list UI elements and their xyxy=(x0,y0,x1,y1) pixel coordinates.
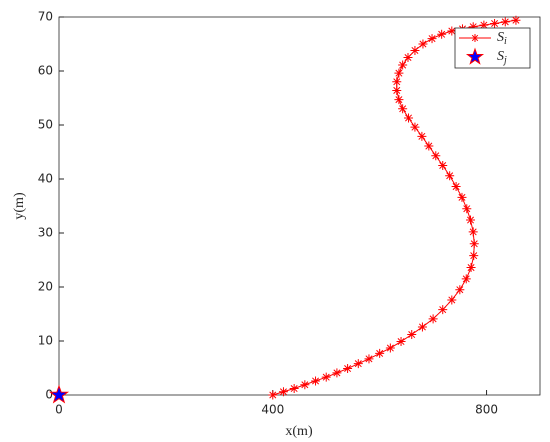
plot-box xyxy=(58,16,541,396)
legend-marker xyxy=(465,47,485,65)
point-marker xyxy=(447,295,457,305)
point-marker xyxy=(398,104,408,114)
point-marker xyxy=(311,376,321,386)
legend-marker xyxy=(471,34,479,42)
y-tick-label: 0 xyxy=(45,388,53,402)
legend-box xyxy=(454,27,531,69)
point-marker xyxy=(394,68,404,78)
point-marker xyxy=(404,113,414,123)
x-tick-label: 400 xyxy=(261,403,284,417)
point-marker xyxy=(479,20,489,30)
point-marker xyxy=(385,343,395,353)
x-axis-label: x(m) xyxy=(285,424,313,439)
point-marker xyxy=(48,384,70,404)
point-marker xyxy=(490,18,500,28)
point-marker xyxy=(427,34,437,44)
y-tick-label: 70 xyxy=(38,10,53,24)
point-marker xyxy=(445,171,455,181)
point-marker xyxy=(451,182,461,192)
point-marker xyxy=(392,85,402,95)
y-tick-label: 40 xyxy=(38,172,53,186)
point-marker xyxy=(511,15,521,25)
point-marker xyxy=(500,17,510,27)
point-marker xyxy=(428,314,438,324)
point-marker xyxy=(417,322,427,332)
point-marker xyxy=(447,26,457,36)
point-marker xyxy=(403,53,413,62)
y-tick-label: 30 xyxy=(38,226,53,240)
point-marker xyxy=(407,330,417,340)
point-marker xyxy=(289,384,299,394)
point-marker xyxy=(410,45,420,55)
point-marker xyxy=(300,380,310,390)
point-marker xyxy=(455,285,465,295)
legend-label: Si xyxy=(497,30,507,47)
point-marker xyxy=(410,122,420,132)
point-marker xyxy=(418,39,428,49)
legend-label: Sj xyxy=(497,49,507,66)
point-marker xyxy=(321,372,331,382)
point-marker xyxy=(364,354,374,364)
point-marker xyxy=(438,161,448,170)
point-marker xyxy=(468,227,478,237)
point-marker xyxy=(268,390,278,400)
y-tick-label: 10 xyxy=(38,334,53,348)
y-axis-label: y(m) xyxy=(12,192,27,220)
point-marker xyxy=(343,364,353,374)
point-marker xyxy=(424,141,434,151)
point-marker xyxy=(394,95,404,105)
point-marker xyxy=(466,215,476,225)
point-marker xyxy=(396,337,406,347)
point-marker xyxy=(332,368,342,378)
point-marker xyxy=(438,305,448,315)
point-marker xyxy=(457,192,467,202)
point-marker xyxy=(462,204,472,214)
x-tick-label: 800 xyxy=(475,403,498,417)
point-marker xyxy=(278,387,288,397)
point-marker xyxy=(375,348,385,358)
point-marker xyxy=(431,151,441,161)
point-marker xyxy=(437,29,447,39)
point-marker xyxy=(417,131,427,141)
y-tick-label: 60 xyxy=(38,64,53,78)
point-marker xyxy=(466,263,476,273)
point-marker xyxy=(468,22,478,32)
point-marker xyxy=(398,60,408,70)
y-tick-label: 20 xyxy=(38,280,53,294)
x-tick-label: 0 xyxy=(55,403,63,417)
point-marker xyxy=(469,239,479,249)
point-marker xyxy=(469,251,479,261)
y-tick-label: 50 xyxy=(38,118,53,132)
point-marker xyxy=(353,359,363,369)
point-marker xyxy=(461,274,471,284)
point-marker xyxy=(392,77,402,87)
